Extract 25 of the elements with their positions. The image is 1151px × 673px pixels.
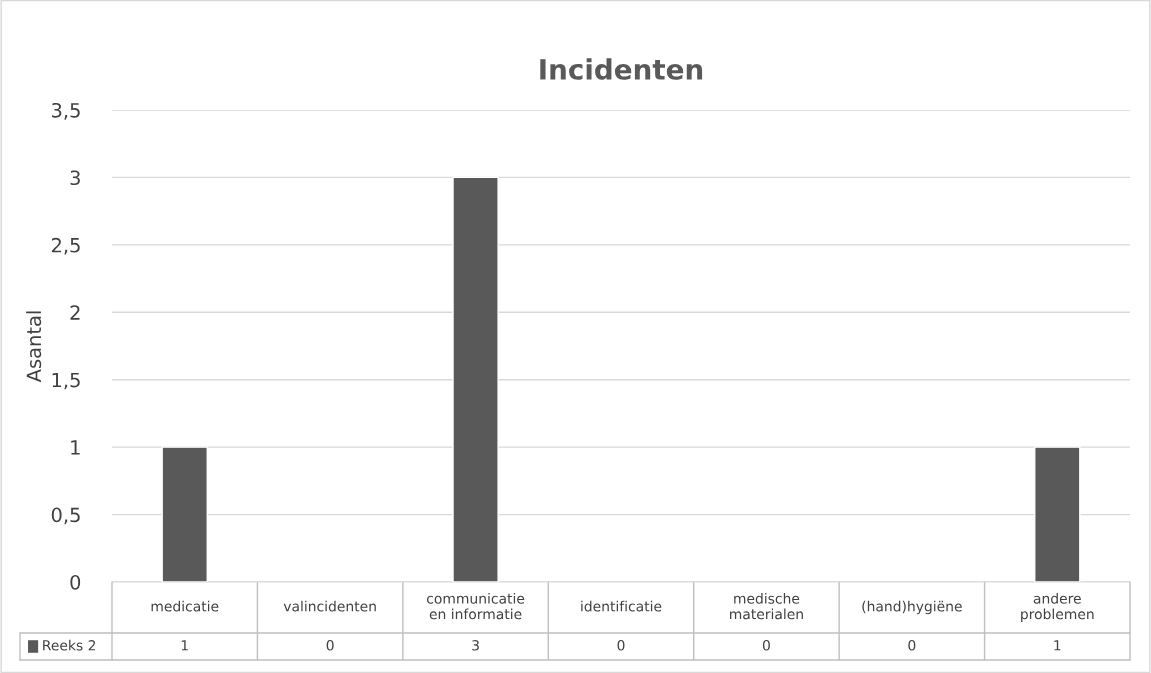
y-tick-label: 2 — [70, 305, 80, 320]
chart-title: Incidenten — [540, 58, 703, 80]
y-tick-label: 0 — [70, 574, 81, 590]
y-axis-title: Asantal — [26, 311, 42, 383]
y-tick-label: 3 — [70, 170, 80, 186]
legend-label: Reeks 2 — [43, 639, 96, 651]
data-label: 0 — [326, 640, 334, 651]
x-tick-label: communicatie en informatie — [427, 593, 525, 620]
y-tick-label: 1 — [71, 440, 80, 455]
x-tick-label: (hand)hygiëne — [862, 600, 962, 615]
data-label: 1 — [181, 640, 188, 651]
data-label: 0 — [908, 640, 916, 651]
data-label: 3 — [472, 640, 479, 651]
x-tick-label: valincidenten — [283, 600, 376, 612]
x-tick-label: identificatie — [581, 600, 662, 612]
x-tick-label: medische materialen — [730, 593, 803, 620]
x-tick-label: andere problemen — [1021, 593, 1094, 622]
x-tick-label: medicatie — [151, 600, 219, 612]
y-tick-label: 2,5 — [51, 237, 80, 255]
data-label: 0 — [762, 640, 770, 651]
data-label: 0 — [617, 640, 625, 651]
data-label: 1 — [1054, 640, 1061, 651]
y-tick-label: 3,5 — [52, 102, 80, 120]
y-tick-label: 0,5 — [51, 507, 80, 525]
y-tick-label: 1,5 — [52, 372, 80, 390]
